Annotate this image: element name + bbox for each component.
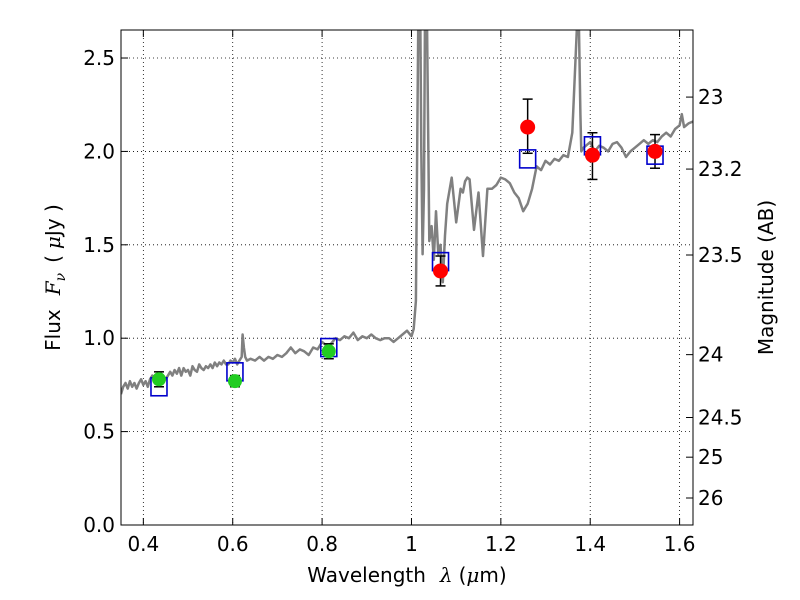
x-tick-label: 1 <box>405 532 418 556</box>
x-tick-labels: 0.4 0.6 0.8 1 1.2 1.4 1.6 <box>127 532 695 556</box>
model-spectrum-line <box>121 30 693 395</box>
x-tick-label: 1.2 <box>485 532 517 556</box>
y2-axis-label: Magnitude (AB) <box>754 200 778 355</box>
y2-tick-label: 24.5 <box>698 406 743 430</box>
x-tick-label: 0.4 <box>127 532 159 556</box>
y2-tick-labels: 23 23.2 23.5 24 24.5 25 26 <box>698 85 743 510</box>
y-tick-label: 2.0 <box>83 139 115 163</box>
grid-lines <box>121 30 693 526</box>
y2-tick-label: 23 <box>698 85 723 109</box>
model-photometry-square <box>518 149 537 169</box>
model-photometry-markers <box>150 136 664 397</box>
y-axis-label: FluxFν(μJy ) <box>41 204 69 351</box>
nir-data-point <box>647 143 663 159</box>
optical-data-point <box>151 372 166 387</box>
y-tick-label: 0.0 <box>83 513 115 537</box>
x-tick-label: 1.6 <box>664 532 696 556</box>
y-tick-label: 1.0 <box>83 326 115 350</box>
y2-tick-label: 24 <box>698 343 723 367</box>
x-tick-label: 0.6 <box>217 532 249 556</box>
optical-data-point <box>227 374 242 389</box>
nir-data-point <box>584 147 600 163</box>
y2-tick-label: 23.5 <box>698 243 743 267</box>
x-axis-label: Wavelength λ (μm) <box>307 563 506 587</box>
y2-tick-label: 25 <box>698 445 723 469</box>
y-tick-labels: 0.0 0.5 1.0 1.5 2.0 2.5 <box>83 46 115 537</box>
nir-data-point <box>520 119 536 135</box>
y2-tick-label: 26 <box>698 486 723 510</box>
y2-tick-label: 23.2 <box>698 157 743 181</box>
optical-data-point <box>321 344 336 359</box>
x-tick-label: 1.4 <box>574 532 606 556</box>
axis-ticks <box>121 30 693 526</box>
y-tick-label: 2.5 <box>83 46 115 70</box>
y-tick-label: 0.5 <box>83 420 115 444</box>
nir-data-point <box>433 263 449 279</box>
plot-frame <box>120 29 694 526</box>
model-spectrum <box>121 30 693 395</box>
observed-photometry-markers <box>151 119 663 389</box>
y-tick-label: 1.5 <box>83 233 115 257</box>
x-tick-label: 0.8 <box>306 532 338 556</box>
